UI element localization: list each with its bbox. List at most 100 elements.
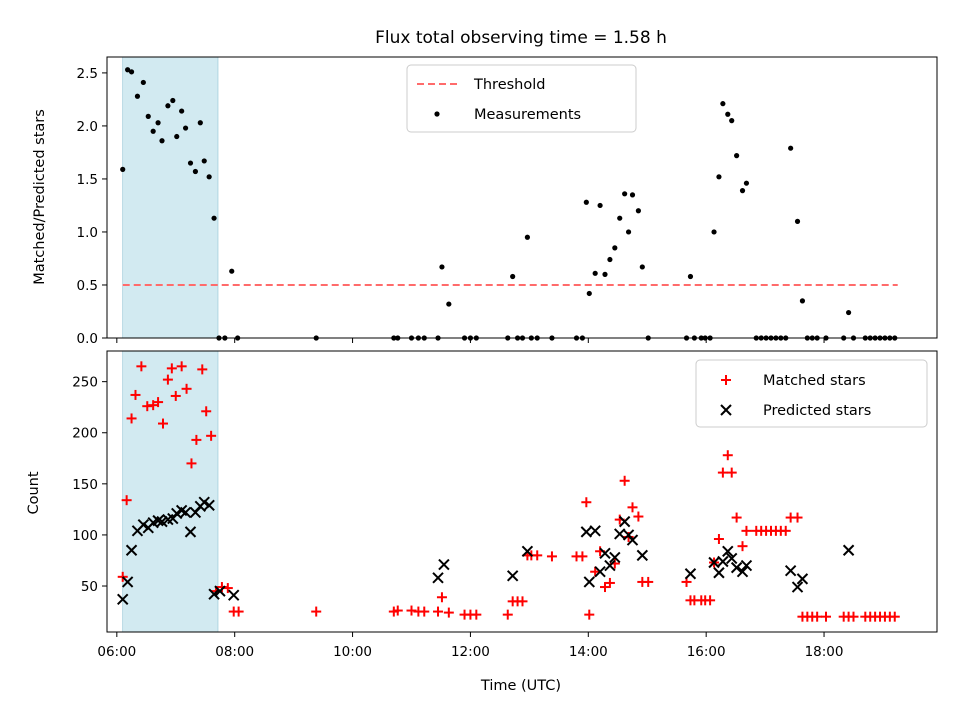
measurement-point [159, 138, 165, 144]
predicted-star-point [713, 567, 725, 579]
predicted-star-point [432, 572, 444, 584]
x-tick-label: 16:00 [687, 644, 726, 660]
top-y-tick-label: 2.0 [77, 119, 98, 135]
predicted-star-point [626, 534, 639, 546]
matched-star-point [130, 389, 141, 400]
measurement-point [229, 268, 235, 274]
top-panel: 0.0 0.5 1.0 1.5 2.0 2.5 Matched/Predicted sta… [32, 56, 938, 347]
matched-star-point [222, 583, 233, 594]
x-tick-label: 18:00 [805, 644, 844, 660]
measurement-point [128, 69, 135, 75]
matched-star-point [577, 551, 588, 562]
measurement-point [197, 120, 203, 126]
measurement-point [170, 97, 176, 104]
predicted-star-point [599, 547, 611, 560]
matched-star-point [604, 577, 615, 588]
matched-star-point [517, 596, 528, 607]
measurement-point [739, 188, 746, 194]
measurement-point [612, 245, 618, 251]
top-y-tick-label: 2.5 [77, 66, 98, 82]
matched-star-point [181, 383, 192, 394]
matched-star-point [176, 361, 187, 372]
measurement-point [711, 229, 717, 235]
matched-star-point [737, 541, 748, 552]
predicted-star-point [730, 561, 743, 574]
matched-star-point [848, 611, 859, 622]
measurement-point [734, 153, 740, 159]
measurement-point [799, 298, 806, 304]
predicted-star-point [717, 555, 729, 568]
predicted-star-point [121, 576, 134, 588]
matched-star-point [792, 512, 803, 523]
matched-star-point [502, 609, 513, 620]
measurement-point [179, 108, 185, 114]
matched-star-point [392, 605, 403, 616]
matched-star-point [713, 534, 724, 545]
predicted-star-point [636, 549, 649, 562]
matched-star-point [197, 364, 208, 375]
predicted-star-point [604, 559, 616, 572]
top-y-tick-label: 0.5 [77, 278, 98, 294]
legend-measurements-label: Measurements [474, 107, 581, 123]
bottom-y-axis-label: Count [26, 471, 42, 514]
matched-star-point [157, 418, 168, 429]
measurement-point [510, 273, 516, 280]
measurement-point [140, 79, 146, 86]
top-y-tick-label: 0.0 [77, 331, 98, 347]
matched-star-point [643, 576, 654, 587]
top-y-tick-label: 1.0 [77, 225, 98, 241]
measurement-point [794, 218, 801, 224]
matched-star-point [117, 571, 128, 582]
predicted-star-point [117, 593, 129, 606]
legend-matched-marker [721, 375, 731, 385]
bottom-plot-frame [106, 350, 938, 633]
matched-star-point [780, 525, 791, 536]
matched-star-point [419, 606, 430, 617]
bottom-panel: 50 100 150 200 250 06:00 08:00 10:00 12:00 14:00… [26, 350, 938, 694]
measurement-point [687, 273, 694, 280]
top-legend-box [406, 64, 637, 133]
predicted-star-point [506, 570, 519, 582]
measurement-point [607, 256, 613, 263]
matched-star-point [153, 397, 164, 408]
matched-star-point [584, 609, 595, 620]
matched-star-point [731, 512, 742, 523]
x-tick-label: 08:00 [215, 644, 254, 660]
measurement-point [150, 128, 156, 134]
matched-star-point [162, 374, 173, 385]
bottom-legend: Matched stars Predicted stars [695, 359, 928, 428]
legend-measurements-swatch [434, 111, 440, 117]
matched-star-point [436, 592, 447, 603]
predicted-star-point [152, 514, 164, 527]
predicted-star-point [684, 568, 697, 580]
chart-title: Flux total observing time = 1.58 h [375, 28, 667, 48]
predicted-star-point [618, 515, 631, 528]
matched-star-point [136, 361, 147, 372]
measurement-point [725, 111, 731, 117]
x-tick-label: 10:00 [333, 644, 372, 660]
matched-star-point [633, 511, 644, 522]
measurement-point [446, 301, 452, 307]
matched-star-point [812, 611, 823, 622]
matched-star-point [532, 550, 543, 561]
predicted-star-point [228, 589, 240, 601]
measurement-point [583, 199, 589, 205]
measurement-point [524, 234, 531, 240]
bottom-y-tick-label: 200 [72, 426, 98, 442]
measurement-point [439, 264, 445, 270]
measurement-point [592, 270, 598, 276]
matched-star-point [186, 458, 197, 469]
x-tick-label: 06:00 [97, 644, 136, 660]
matched-star-point [443, 607, 454, 618]
bottom-y-tick-label: 150 [72, 477, 98, 493]
top-legend: Threshold Measurements [406, 64, 637, 133]
matched-star-point [546, 551, 557, 562]
measurement-point [134, 93, 141, 99]
predicted-star-point [784, 564, 797, 577]
predicted-star-point [740, 559, 753, 572]
predicted-star-point [438, 558, 450, 571]
matched-star-point [889, 611, 900, 622]
matched-star-point [717, 467, 728, 478]
top-y-axis-label: Matched/Predicted stars [32, 109, 48, 285]
